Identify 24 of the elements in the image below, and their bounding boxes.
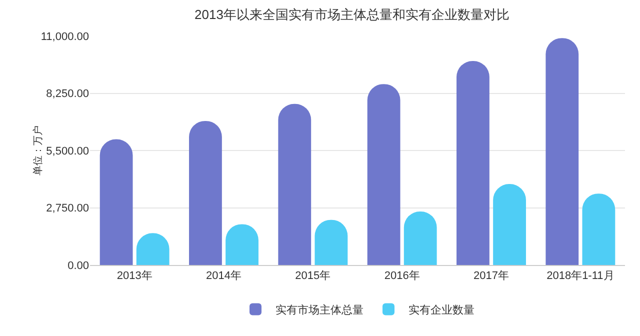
y-tick-label: 11,000.00 bbox=[40, 30, 89, 43]
y-axis-title: 单位：万户 bbox=[32, 126, 44, 176]
y-tick-label: 5,500.00 bbox=[46, 145, 89, 158]
legend-label: 实有市场主体总量 bbox=[276, 304, 364, 317]
y-tick-label: 2,750.00 bbox=[46, 202, 89, 215]
bar bbox=[582, 194, 616, 265]
bar bbox=[456, 60, 490, 265]
bar bbox=[493, 184, 526, 265]
x-tick-label: 2016年 bbox=[384, 270, 420, 282]
x-tick-label: 2014年 bbox=[206, 270, 242, 282]
x-tick-label: 2017年 bbox=[474, 270, 509, 282]
bar bbox=[189, 120, 222, 265]
y-tick-label: 0.00 bbox=[68, 260, 89, 272]
x-tick-label: 2013年 bbox=[116, 270, 152, 282]
bar bbox=[278, 104, 312, 265]
bar bbox=[100, 139, 133, 265]
bar bbox=[546, 38, 579, 265]
legend-label: 实有企业数量 bbox=[408, 304, 474, 317]
x-tick-label: 2018年1-11月 bbox=[546, 270, 614, 282]
x-tick-label: 2015年 bbox=[295, 270, 331, 282]
y-tick-label: 8,250.00 bbox=[46, 88, 89, 100]
bar bbox=[367, 84, 400, 265]
chart-title: 2013年以来全国实有市场主体总量和实有企业数量对比 bbox=[194, 7, 510, 22]
bar bbox=[404, 212, 437, 265]
